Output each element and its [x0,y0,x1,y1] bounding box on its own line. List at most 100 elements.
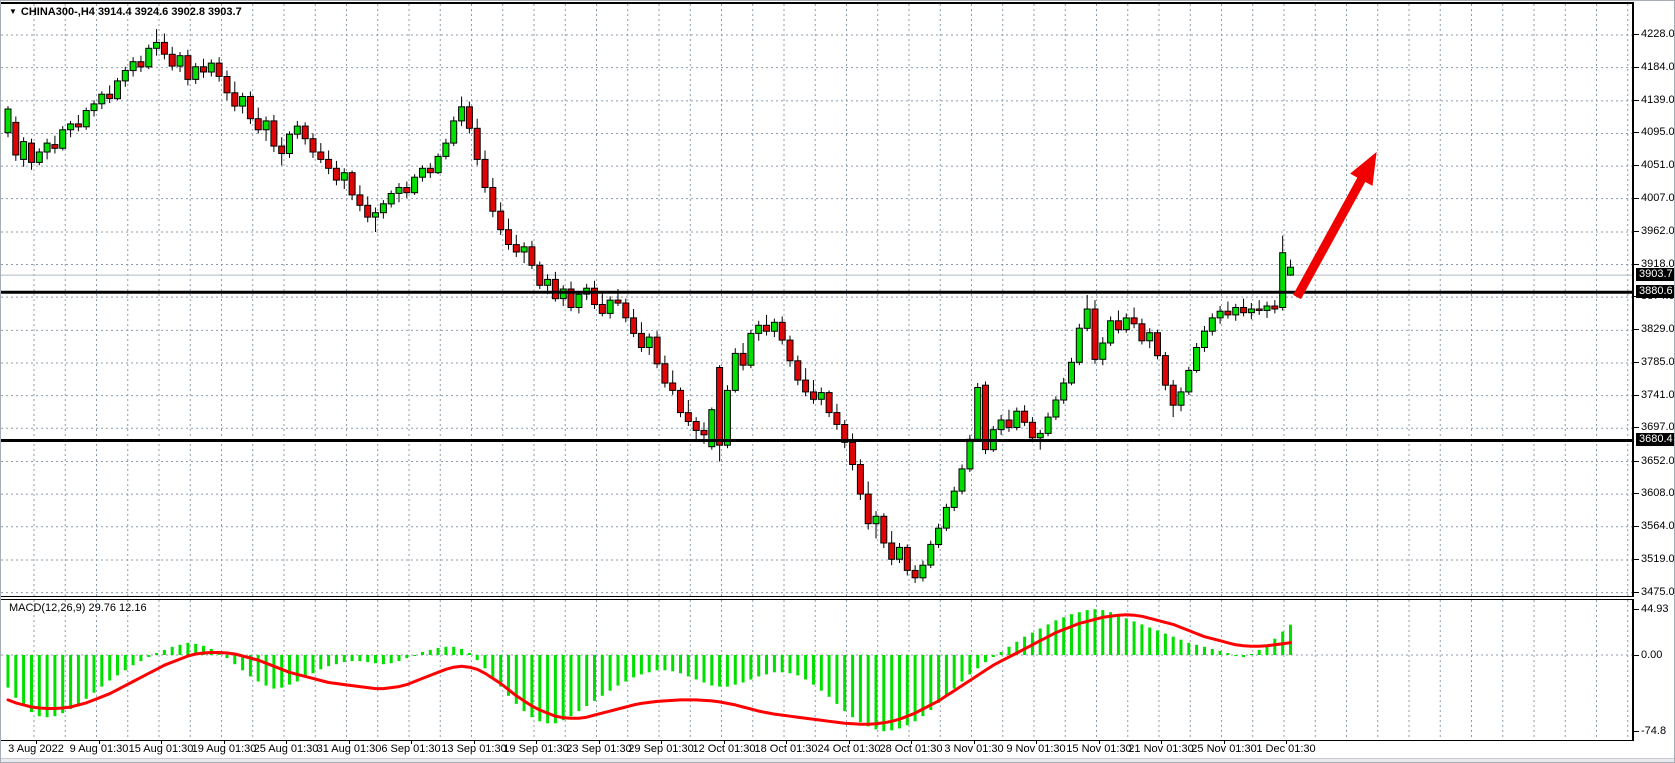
time-axis-label: 3 Aug 2022 [8,743,64,755]
time-axis-label: 12 Oct 01:30 [692,743,756,755]
time-tick [974,740,975,744]
price-badge-horizontal-line: 3880.6 [1636,285,1674,298]
price-tick [1634,461,1639,462]
dropdown-triangle-icon[interactable]: ▼ [9,7,17,16]
panel-separator[interactable] [1,596,1634,600]
macd-tick [1634,609,1639,610]
price-tick [1634,67,1639,68]
price-tick [1634,231,1639,232]
price-axis-label: 3652.0 [1641,455,1675,467]
time-tick [1161,740,1162,744]
price-badge-horizontal-line: 3680.4 [1636,433,1674,446]
price-tick [1634,100,1639,101]
price-axis-label: 3519.0 [1641,553,1675,565]
time-tick [36,740,37,744]
time-axis-label: 15 Nov 01:30 [1066,743,1132,755]
time-tick [599,740,600,744]
time-axis-label: 9 Aug 01:30 [69,743,129,755]
macd-axis-label: 44.93 [1641,603,1669,615]
time-tick [1036,740,1037,744]
price-axis-label: 3697.0 [1641,421,1675,433]
time-axis-label: 9 Nov 01:30 [1006,743,1066,755]
price-tick [1634,526,1639,527]
price-axis-label: 3564.0 [1641,520,1675,532]
price-axis-label: 3741.0 [1641,389,1675,401]
price-axis-label: 4051.0 [1641,159,1675,171]
price-axis-label: 3918.0 [1641,258,1675,270]
macd-tick [1634,731,1639,732]
time-axis-label: 18 Oct 01:30 [754,743,818,755]
macd-signal-line [6,613,1292,726]
time-axis-label: 23 Sep 01:30 [566,743,632,755]
time-tick [661,740,662,744]
macd-axis-label: -74.8 [1641,725,1667,737]
time-tick [349,740,350,744]
chart-title: ▼ CHINA300-,H4 3914.4 3924.6 3902.8 3903.… [9,6,242,18]
macd-panel[interactable]: MACD(12,26,9) 29.76 12.16 [1,600,1634,741]
price-tick [1634,427,1639,428]
price-axis-label: 3962.0 [1641,225,1675,237]
price-tick [1634,329,1639,330]
price-axis-label: 4184.0 [1641,61,1675,73]
price-tick [1634,362,1639,363]
time-axis[interactable]: 3 Aug 2022 9 Aug 01:30 15 Aug 01:30 19 Aug … [1,740,1634,758]
price-tick [1634,198,1639,199]
macd-axis-label: 0.00 [1641,649,1663,661]
trend-arrow[interactable] [1293,151,1377,300]
time-tick [786,740,787,744]
time-tick [1224,740,1225,744]
price-tick [1634,165,1639,166]
price-tick [1634,559,1639,560]
time-axis-label: 3 Nov 01:30 [944,743,1004,755]
grid-lines [1,4,1632,596]
time-tick [411,740,412,744]
time-tick [1286,740,1287,744]
price-tick [1634,395,1639,396]
time-axis-label: 28 Oct 01:30 [879,743,943,755]
time-axis-label: 29 Sep 01:30 [628,743,694,755]
candles-group [4,29,1294,583]
price-axis[interactable]: 4228.0 4184.0 4139.0 4095.0 4051.0 4007.0 3962… [1634,1,1675,741]
time-tick [99,740,100,744]
price-axis-label: 3608.0 [1641,487,1675,499]
time-tick [1099,740,1100,744]
price-axis-label: 4228.0 [1641,28,1675,40]
time-axis-label: 24 Oct 01:30 [817,743,881,755]
time-tick [724,740,725,744]
time-axis-label: 13 Sep 01:30 [441,743,507,755]
macd-indicator-label: MACD(12,26,9) 29.76 12.16 [9,602,147,614]
time-tick [286,740,287,744]
macd-histogram [6,609,1292,732]
time-tick [224,740,225,744]
time-axis-label: 19 Aug 01:30 [191,743,257,755]
macd-tick [1634,655,1639,656]
price-axis-label: 4007.0 [1641,192,1675,204]
price-badge-bid-price: 3903.7 [1636,268,1674,281]
price-chart-svg[interactable] [1,4,1632,596]
time-axis-label: 6 Sep 01:30 [381,743,441,755]
price-axis-label: 3475.0 [1641,586,1675,598]
time-axis-label: 25 Aug 01:30 [253,743,319,755]
time-axis-label: 19 Sep 01:30 [503,743,569,755]
chart-title-text: CHINA300-,H4 3914.4 3924.6 3902.8 3903.7 [20,6,242,18]
price-axis-label: 3829.0 [1641,323,1675,335]
price-tick [1634,592,1639,593]
time-axis-label: 1 Dec 01:30 [1256,743,1316,755]
macd-svg[interactable] [1,600,1632,740]
time-tick [474,740,475,744]
time-tick [849,740,850,744]
time-axis-label: 21 Nov 01:30 [1128,743,1194,755]
price-chart-area[interactable]: ▼ CHINA300-,H4 3914.4 3924.6 3902.8 3903.… [1,2,1634,596]
time-axis-label: 31 Aug 01:30 [316,743,382,755]
price-axis-label: 4095.0 [1641,126,1675,138]
time-axis-label: 15 Aug 01:30 [128,743,194,755]
price-tick [1634,34,1639,35]
time-tick [911,740,912,744]
price-tick [1634,264,1639,265]
time-tick [536,740,537,744]
horizontal-lines[interactable] [1,290,1632,442]
bottom-strip [1,758,1674,762]
time-axis-label: 25 Nov 01:30 [1191,743,1257,755]
price-tick [1634,132,1639,133]
